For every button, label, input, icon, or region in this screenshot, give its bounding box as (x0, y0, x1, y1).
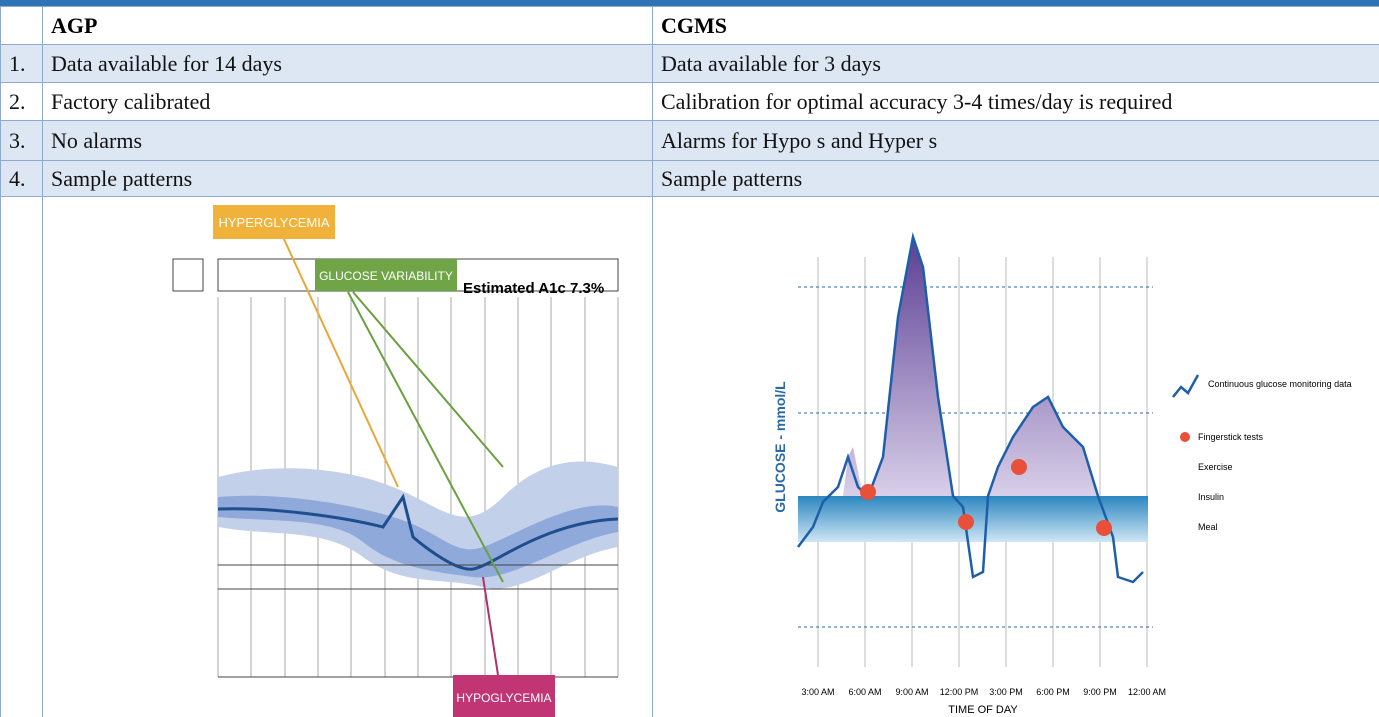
pointer (347, 291, 504, 583)
cell: Alarms for Hypo s and Hyper s (652, 120, 1379, 161)
cell: No alarms (42, 120, 653, 161)
label: HYPERGLYCEMIA (218, 215, 329, 230)
row: 1. Data available for 14 days Data avail… (0, 44, 1379, 83)
label-box (315, 259, 457, 291)
fingerstick (860, 484, 876, 500)
cell: 1. (0, 44, 43, 83)
time-label: 6:00 PM (1036, 687, 1070, 697)
image-row: HYPERGLYCEMIA GLUCOSE VARIABILITY Estima… (0, 196, 1379, 717)
comparison-table: AGP CGMS 1. Data available for 14 days D… (0, 6, 1379, 717)
legend-item: Meal (1198, 522, 1218, 532)
time-label: 3:00 AM (801, 687, 834, 697)
cell: Data available for 14 days (42, 44, 653, 83)
pointer (282, 236, 399, 488)
legend-item: Fingerstick tests (1198, 432, 1264, 442)
median-line (217, 493, 619, 571)
time-label: 12:00 PM (940, 687, 979, 697)
legend: Continuous glucose monitoring data Finge… (1198, 379, 1352, 532)
grid (817, 257, 1148, 667)
time-labels: 3:00 AM 6:00 AM 9:00 AM 12:00 PM 3:00 PM… (801, 687, 1166, 697)
time-label: 6:00 AM (848, 687, 881, 697)
cell: Data available for 3 days (652, 44, 1379, 83)
header-cell: AGP (42, 6, 653, 45)
legend-item: Exercise (1198, 462, 1233, 472)
header-row: AGP CGMS (0, 6, 1379, 45)
row: 4. Sample patterns Sample patterns (0, 160, 1379, 197)
time-label: 9:00 AM (895, 687, 928, 697)
time-label: 3:00 PM (989, 687, 1023, 697)
label: HYPOGLYCEMIA (456, 691, 551, 705)
time-label: 12:00 AM (1128, 687, 1166, 697)
agp-figure: HYPERGLYCEMIA GLUCOSE VARIABILITY Estima… (172, 205, 619, 717)
x-label: TIME OF DAY (948, 704, 1018, 716)
y-label: GLUCOSE - mmol/L (772, 381, 788, 513)
legend-item: Continuous glucose monitoring data (1208, 379, 1352, 389)
fingerstick (1011, 459, 1027, 475)
cell: Factory calibrated (42, 82, 653, 121)
legend-icon (1172, 374, 1200, 398)
label: GLUCOSE VARIABILITY (319, 269, 453, 283)
legend-item: Insulin (1198, 492, 1224, 502)
cell: 3. (0, 120, 43, 161)
time-label: 9:00 PM (1083, 687, 1117, 697)
glucose-line (797, 232, 1144, 584)
cell (0, 196, 43, 717)
avg-box (172, 258, 204, 292)
label: Estimated A1c 7.3% (463, 280, 604, 297)
label-box (453, 675, 555, 717)
fingerstick (958, 514, 974, 530)
row: 3. No alarms Alarms for Hypo s and Hyper… (0, 120, 1379, 161)
fingerstick (1096, 520, 1112, 536)
row: 2. Factory calibrated Calibration for op… (0, 82, 1379, 121)
ref-line (798, 286, 1153, 628)
cell: Calibration for optimal accuracy 3-4 tim… (652, 82, 1379, 121)
pointer (482, 576, 499, 676)
legend-icon (1180, 432, 1190, 442)
pointer (352, 291, 504, 468)
cgms-figure: GLUCOSE - mmol/L 3:00 AM 6:00 AM 9:00 AM… (772, 232, 1352, 716)
header-cell: CGMS (652, 6, 1379, 45)
header-cell (0, 6, 43, 45)
high-area (843, 237, 1098, 496)
cell: HYPERGLYCEMIA GLUCOSE VARIABILITY Estima… (42, 196, 653, 717)
cell: 4. (0, 160, 43, 197)
cell: 2. (0, 82, 43, 121)
cell: GLUCOSE - mmol/L 3:00 AM 6:00 AM 9:00 AM… (652, 196, 1379, 717)
label-box (213, 205, 335, 239)
cell: Sample patterns (42, 160, 653, 197)
cell: Sample patterns (652, 160, 1379, 197)
